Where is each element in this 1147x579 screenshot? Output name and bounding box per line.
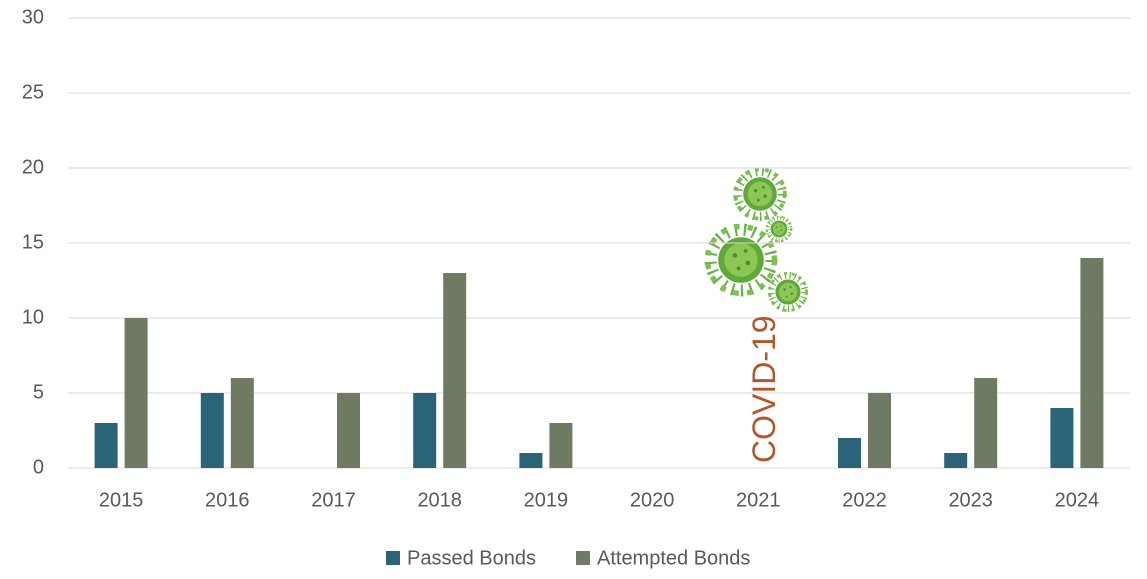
bar xyxy=(944,453,968,468)
bar xyxy=(838,438,861,468)
bar xyxy=(549,423,573,468)
legend-swatch xyxy=(575,551,590,565)
x-tick-label: 2020 xyxy=(630,489,675,511)
x-tick-label: 2016 xyxy=(205,489,250,511)
bar xyxy=(124,318,148,468)
x-tick-label: 2018 xyxy=(417,489,462,511)
bar xyxy=(1080,258,1104,468)
x-tick-label: 2022 xyxy=(842,489,887,511)
x-tick-label: 2021 xyxy=(736,489,781,511)
y-tick-label: 30 xyxy=(22,6,44,28)
bar xyxy=(443,273,467,468)
bar xyxy=(519,453,543,468)
y-tick-label: 20 xyxy=(22,156,44,178)
y-tick-label: 25 xyxy=(22,81,44,103)
x-tick-label: 2023 xyxy=(948,489,993,511)
bar xyxy=(974,378,998,468)
annotation: COVID-19 xyxy=(746,315,782,463)
y-tick-label: 0 xyxy=(33,456,44,478)
bar xyxy=(200,393,224,468)
y-tick-label: 15 xyxy=(22,231,44,253)
bar xyxy=(337,393,360,468)
bar xyxy=(868,393,891,468)
x-tick-label: 2024 xyxy=(1055,489,1100,511)
y-tick-label: 5 xyxy=(33,381,44,403)
bar xyxy=(230,378,254,468)
x-tick-label: 2015 xyxy=(99,489,144,511)
bar xyxy=(413,393,437,468)
legend-swatch xyxy=(386,551,400,565)
bar xyxy=(94,423,118,468)
bar xyxy=(1050,408,1074,468)
virus-icons xyxy=(708,169,807,310)
legend-label: Attempted Bonds xyxy=(597,547,750,569)
x-tick-label: 2019 xyxy=(524,489,569,511)
legend-label: Passed Bonds xyxy=(407,547,536,569)
x-tick-label: 2017 xyxy=(311,489,356,511)
y-tick-label: 10 xyxy=(22,306,44,328)
